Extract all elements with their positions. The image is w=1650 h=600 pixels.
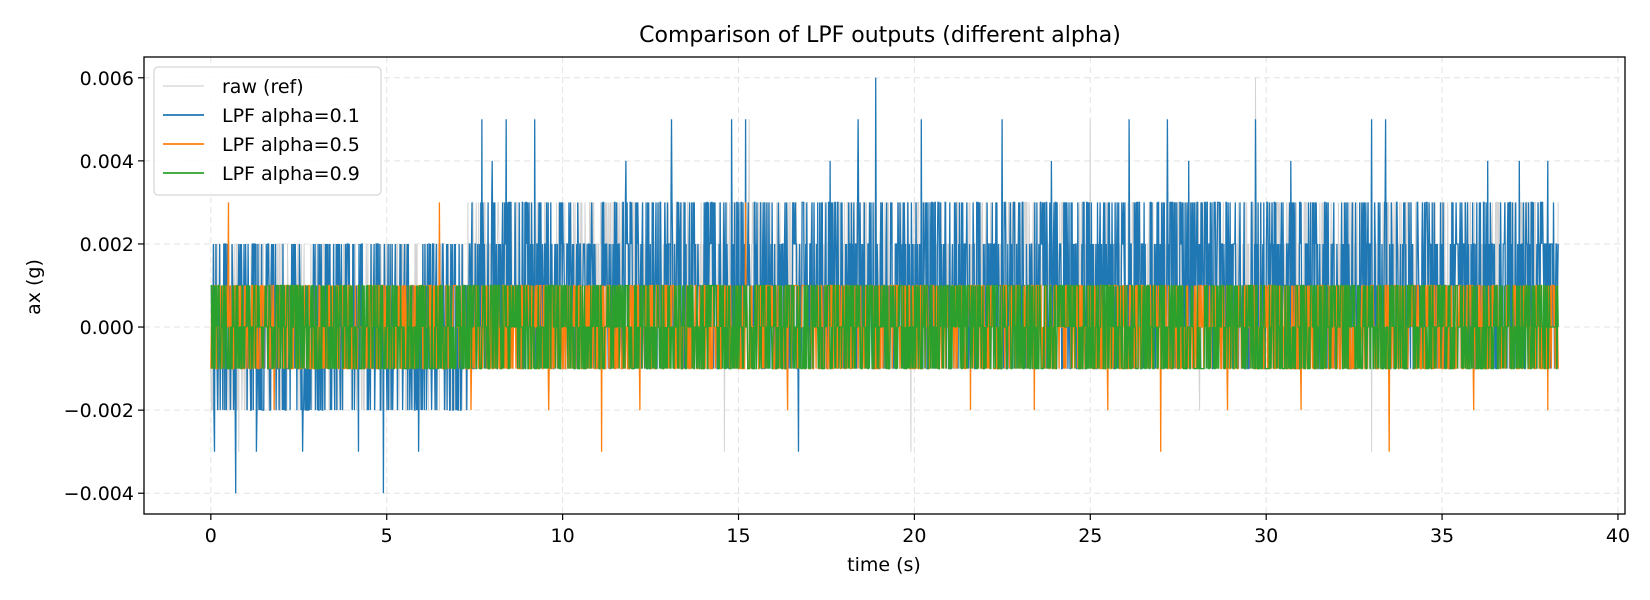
legend: raw (ref) LPF alpha=0.1 LPF alpha=0.5 LPF a… [153,66,382,196]
series-lines [210,77,1559,494]
y-axis-ticks: −0.004 −0.002 0.000 0.002 0.004 0.006 [64,68,144,505]
x-tick-label: 25 [1078,525,1102,547]
y-tick-label: 0.006 [80,68,134,90]
x-tick-label: 10 [551,525,575,547]
x-tick-label: 35 [1430,525,1454,547]
x-tick-label: 0 [205,525,217,547]
legend-label: LPF alpha=0.1 [222,105,360,127]
legend-label: LPF alpha=0.9 [222,163,360,185]
series-line-3 [210,284,1559,370]
y-tick-label: 0.002 [80,234,134,256]
x-tick-label: 15 [726,525,750,547]
y-tick-label: 0.004 [80,151,134,173]
x-axis-ticks: 0 5 10 15 20 25 30 35 40 [205,514,1630,547]
y-tick-label: −0.002 [64,400,134,422]
x-axis-label: time (s) [847,554,921,576]
x-tick-label: 40 [1606,525,1630,547]
x-tick-label: 20 [902,525,926,547]
x-tick-label: 30 [1254,525,1278,547]
y-tick-label: 0.000 [80,317,134,339]
legend-label: raw (ref) [222,76,304,98]
legend-label: LPF alpha=0.5 [222,134,360,156]
y-axis-label: ax (g) [23,259,45,315]
x-tick-label: 5 [381,525,393,547]
legend-box [153,66,382,196]
y-tick-label: −0.004 [64,483,134,505]
chart-title: Comparison of LPF outputs (different alp… [639,23,1121,48]
plot-frame [143,56,1626,515]
